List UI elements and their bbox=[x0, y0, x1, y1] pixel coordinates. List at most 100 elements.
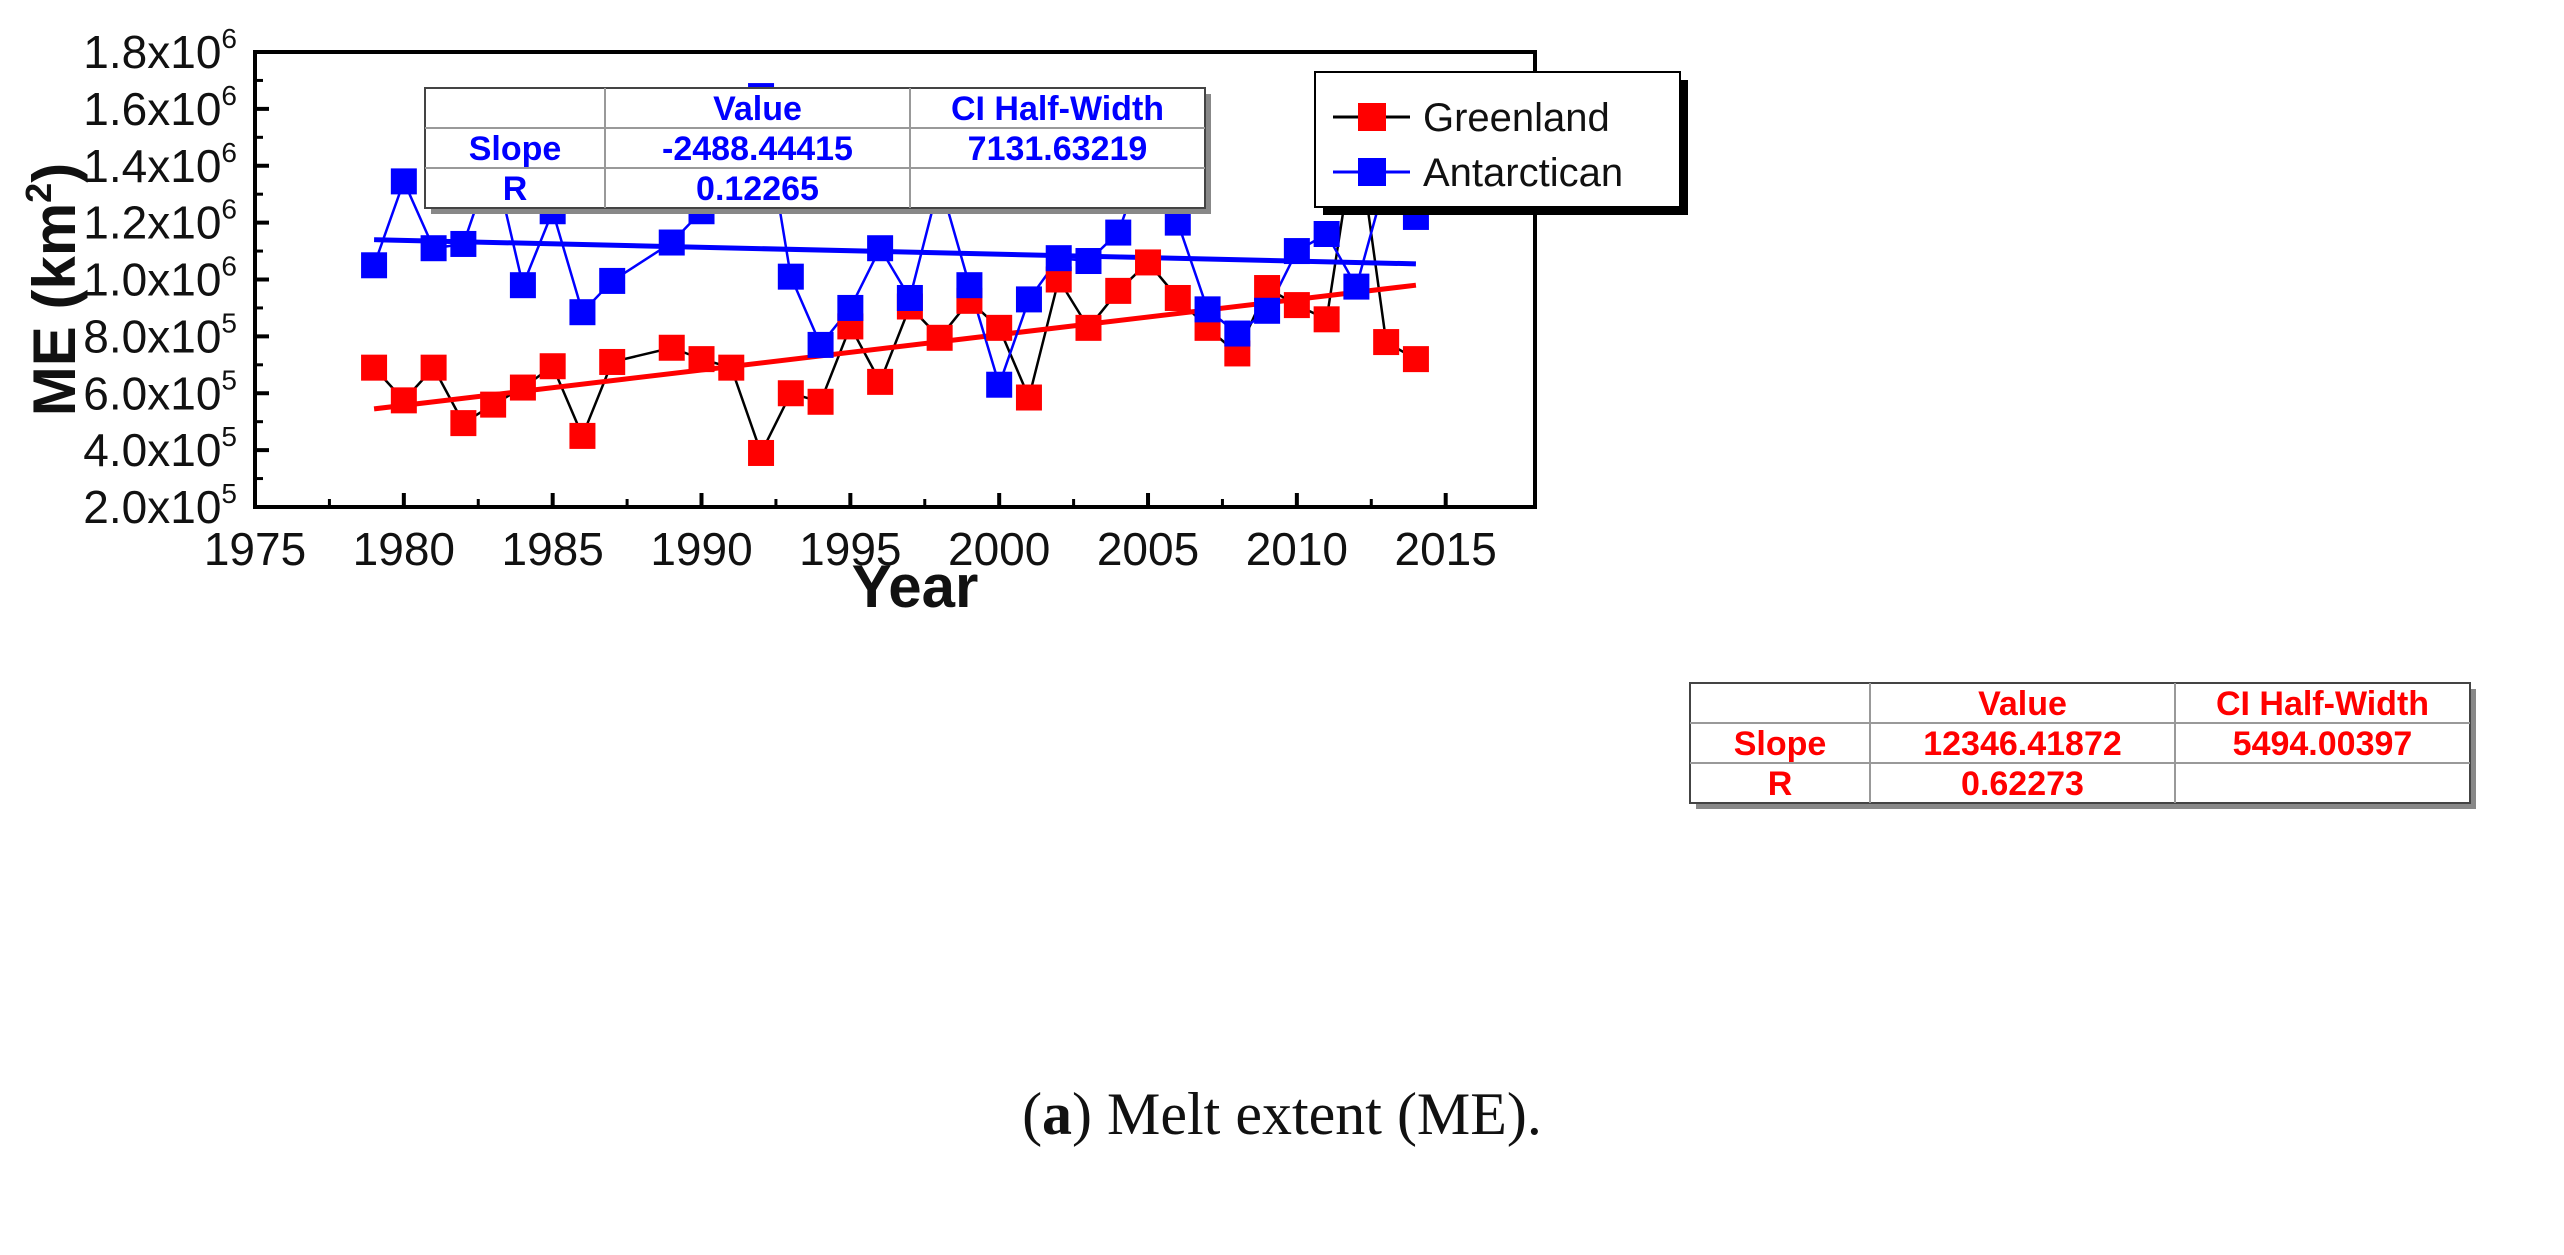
antarctican-trend-line bbox=[374, 237, 1416, 267]
antarctican-data-point bbox=[509, 272, 536, 299]
antarctican-data-point bbox=[658, 229, 685, 256]
greenland-data-point bbox=[420, 354, 447, 381]
table-cell: 0.62273 bbox=[1961, 765, 2084, 803]
x-axis-label: Year bbox=[852, 553, 979, 620]
greenland-data-point bbox=[1254, 275, 1281, 302]
antarctican-data-point bbox=[867, 235, 894, 262]
table-cell: Slope bbox=[1734, 725, 1827, 763]
antarctican-data-point bbox=[896, 284, 923, 311]
greenland-data-point bbox=[509, 374, 536, 401]
y-tick-label: 1.4x106 bbox=[83, 137, 237, 192]
x-tick-label: 2015 bbox=[1395, 523, 1497, 575]
antarctican-data-point bbox=[807, 331, 834, 358]
antarctican-data-point bbox=[777, 263, 804, 290]
table-header-cell: CI Half-Width bbox=[2216, 685, 2429, 723]
greenland-data-point bbox=[926, 324, 953, 351]
figure-caption: (a) Melt extent (ME). bbox=[1022, 1081, 1542, 1147]
table-header-cell: Value bbox=[713, 90, 802, 128]
table-cell: -2488.44415 bbox=[662, 130, 853, 168]
greenland-data-point bbox=[748, 439, 775, 466]
table-cell: R bbox=[1768, 765, 1793, 803]
x-tick-label: 1990 bbox=[650, 523, 752, 575]
y-tick-label: 4.0x105 bbox=[83, 421, 237, 476]
greenland-data-point bbox=[867, 368, 894, 395]
x-tick-label: 1980 bbox=[353, 523, 455, 575]
greenland-data-point bbox=[1164, 284, 1191, 311]
greenland-data-point bbox=[599, 348, 626, 375]
greenland-data-point bbox=[1135, 249, 1162, 276]
antarctican-data-point bbox=[1105, 219, 1132, 246]
y-tick-label: 8.0x105 bbox=[83, 307, 237, 362]
x-tick-label: 1985 bbox=[502, 523, 604, 575]
legend-marker bbox=[1358, 103, 1386, 131]
chart: 2.0x1054.0x1056.0x1058.0x1051.0x1061.2x1… bbox=[18, 23, 2476, 809]
y-tick-label: 6.0x105 bbox=[83, 364, 237, 419]
antarctican-data-point bbox=[1194, 296, 1221, 323]
greenland-data-point bbox=[807, 388, 834, 415]
y-tick-label: 1.6x106 bbox=[83, 80, 237, 135]
greenland-data-point bbox=[569, 422, 596, 449]
y-tick-label: 2.0x105 bbox=[83, 478, 237, 533]
legend-marker bbox=[1358, 158, 1386, 186]
greenland-data-point bbox=[1373, 329, 1400, 356]
greenland-data-point bbox=[1015, 384, 1042, 411]
table-frame bbox=[1689, 682, 2471, 804]
antarctican-data-point bbox=[1343, 273, 1370, 300]
caption-label: a bbox=[1042, 1081, 1073, 1147]
table-cell: Slope bbox=[469, 130, 562, 168]
greenland-data-point bbox=[1313, 306, 1340, 333]
antarctican-data-point bbox=[361, 252, 388, 279]
greenland-fit-table: Value CI Half-Width Slope 12346.41872 5494.0… bbox=[1689, 682, 2476, 809]
greenland-data-point bbox=[1283, 292, 1310, 319]
caption-text: ) Melt extent (ME). bbox=[1072, 1081, 1542, 1147]
antarctican-data-point bbox=[390, 168, 417, 195]
greenland-data-point bbox=[777, 380, 804, 407]
table-cell: 0.12265 bbox=[696, 170, 819, 208]
y-tick-label: 1.8x106 bbox=[83, 23, 237, 78]
greenland-data-point bbox=[361, 354, 388, 381]
x-tick-label: 2005 bbox=[1097, 523, 1199, 575]
antarctican-data-point bbox=[1045, 245, 1072, 272]
antarctican-data-point bbox=[1254, 297, 1281, 324]
greenland-data-point bbox=[1075, 314, 1102, 341]
greenland-data-point bbox=[1402, 346, 1429, 373]
antarctican-data-point bbox=[1015, 286, 1042, 313]
table-cell: 7131.63219 bbox=[968, 130, 1148, 168]
table-header-cell: Value bbox=[1978, 685, 2067, 723]
greenland-data-point bbox=[688, 346, 715, 373]
y-axis-label: ME (km2) bbox=[18, 163, 88, 416]
x-tick-label: 1975 bbox=[204, 523, 306, 575]
greenland-data-point bbox=[390, 387, 417, 414]
antarctican-data-point bbox=[956, 272, 983, 299]
x-tick-label: 1995 bbox=[799, 523, 901, 575]
y-tick-label: 1.2x106 bbox=[83, 194, 237, 249]
antarctican-data-point bbox=[1075, 248, 1102, 275]
greenland-data-point bbox=[718, 354, 745, 381]
antarctican-data-point bbox=[1313, 221, 1340, 247]
x-tick-label: 2000 bbox=[948, 523, 1050, 575]
antarctican-data-point bbox=[986, 371, 1013, 398]
antarctican-data-point bbox=[569, 299, 596, 326]
greenland-data-point bbox=[1105, 277, 1132, 304]
antarctican-data-point bbox=[1224, 320, 1251, 347]
antarctican-data-point bbox=[1283, 238, 1310, 265]
x-tick-label: 2010 bbox=[1246, 523, 1348, 575]
x-axis: 1975 1980 1985 1990 1995 2000 2005 2010 2015 bbox=[204, 493, 1497, 575]
greenland-data-point bbox=[986, 314, 1013, 341]
greenland-data-point bbox=[480, 391, 507, 418]
table-cell: 12346.41872 bbox=[1923, 725, 2122, 763]
antarctican-fit-table: Value CI Half-Width Slope -2488.44415 7131.6… bbox=[424, 87, 1211, 214]
table-header-cell: CI Half-Width bbox=[951, 90, 1164, 128]
table-cell: R bbox=[503, 170, 528, 208]
antarctican-data-point bbox=[420, 235, 447, 262]
legend-entry: Greenland bbox=[1423, 96, 1610, 140]
legend-entry: Antarctican bbox=[1423, 151, 1623, 195]
greenland-trend-line bbox=[373, 282, 1417, 412]
greenland-data-point bbox=[539, 353, 566, 380]
table-cell: 5494.00397 bbox=[2233, 725, 2413, 763]
antarctican-data-point bbox=[837, 294, 864, 321]
antarctican-data-point bbox=[599, 267, 626, 294]
table-frame bbox=[424, 87, 1206, 209]
y-axis: 2.0x1054.0x1056.0x1058.0x1051.0x1061.2x1… bbox=[83, 23, 269, 533]
greenland-data-point bbox=[658, 334, 685, 361]
